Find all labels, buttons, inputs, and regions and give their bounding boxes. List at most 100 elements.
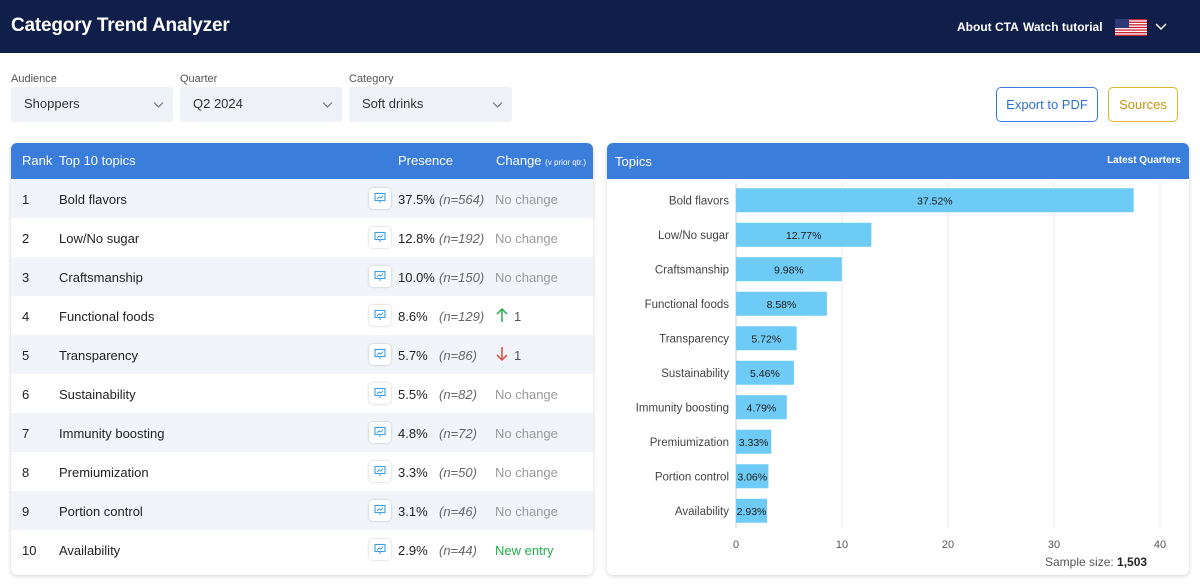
bar[interactable] [736, 360, 794, 385]
rank-cell: 7 [22, 426, 30, 441]
trend-chart-button[interactable] [369, 344, 391, 365]
trend-chart-button[interactable] [369, 539, 391, 560]
rank-cell: 8 [22, 465, 30, 480]
bar[interactable] [736, 326, 797, 351]
topic-cell: Bold flavors [59, 192, 127, 207]
bar[interactable] [736, 395, 787, 420]
bar-value-label: 2.93% [737, 506, 767, 518]
bar-value-label: 3.33% [739, 437, 769, 449]
trend-chart-button[interactable] [369, 383, 391, 404]
chevron-down-icon[interactable] [1154, 19, 1168, 33]
main-content: Audience Shoppers Quarter Q2 2024 Catego… [0, 53, 1200, 585]
trend-chart-button[interactable] [369, 188, 391, 209]
x-tick-label: 40 [1154, 539, 1166, 551]
presentation-chart-icon [374, 309, 386, 320]
category-label: Functional foods [645, 299, 730, 311]
topic-cell: Transparency [59, 348, 138, 363]
topic-cell: Low/No sugar [59, 231, 140, 246]
presence-count: (n=46) [439, 504, 477, 519]
presentation-chart-icon [374, 231, 386, 242]
presence-percent: 4.8% [398, 426, 428, 441]
bar[interactable] [736, 291, 827, 316]
table-row: 8 Premiumization 3.3% (n=50) No change [11, 452, 593, 491]
topic-cell: Immunity boosting [59, 426, 165, 441]
top-bar: Category Trend Analyzer About CTA Watch … [0, 0, 1200, 53]
table-row: 6 Sustainability 5.5% (n=82) No change [11, 374, 593, 413]
bar-value-label: 4.79% [746, 402, 776, 414]
x-tick-label: 30 [1048, 539, 1060, 551]
bar-value-label: 8.58% [767, 299, 797, 311]
bar[interactable] [736, 222, 872, 247]
x-tick-label: 20 [942, 539, 954, 551]
us-flag-icon[interactable] [1115, 19, 1147, 36]
presence-header: Presence [398, 153, 453, 168]
presence-percent: 12.8% [398, 231, 435, 246]
change-value: No change [495, 192, 558, 207]
topic-cell: Availability [59, 543, 121, 558]
category-label: Premiumization [650, 437, 729, 449]
table-row: 1 Bold flavors 37.5% (n=564) No change [11, 179, 593, 218]
quarter-select[interactable]: Q2 2024 [180, 87, 342, 122]
watch-tutorial-link[interactable]: Watch tutorial [1023, 20, 1103, 34]
category-select[interactable]: Soft drinks [349, 87, 512, 122]
chart-panel-title: Topics [615, 154, 652, 169]
rank-cell: 1 [22, 192, 30, 207]
audience-value: Shoppers [24, 96, 80, 111]
export-pdf-button[interactable]: Export to PDF [996, 87, 1098, 122]
presence-count: (n=82) [439, 387, 477, 402]
bar-value-label: 37.52% [917, 195, 953, 207]
table-row: 7 Immunity boosting 4.8% (n=72) No change [11, 413, 593, 452]
table-row: 4 Functional foods 8.6% (n=129) 1 [11, 296, 593, 335]
presence-percent: 8.6% [398, 309, 428, 324]
trend-chart-button[interactable] [369, 461, 391, 482]
presentation-chart-icon [374, 192, 386, 203]
trend-chart-button[interactable] [369, 422, 391, 443]
audience-select[interactable]: Shoppers [11, 87, 173, 122]
rank-cell: 2 [22, 231, 30, 246]
change-value: 1 [514, 309, 522, 324]
topic-cell: Sustainability [59, 387, 136, 402]
bar-value-label: 9.98% [774, 264, 804, 276]
presence-count: (n=150) [439, 270, 485, 285]
category-value: Soft drinks [362, 96, 424, 111]
topic-cell: Premiumization [59, 465, 149, 480]
arrow-up-icon [496, 307, 508, 322]
topics-bar-chart: 0 10 20 30 40 Bold flavors 37.52% Low/No sugar 1… [636, 183, 1166, 551]
bar[interactable] [736, 498, 768, 523]
about-link[interactable]: About CTA [957, 20, 1019, 34]
bar-value-label: 5.72% [751, 333, 781, 345]
presentation-chart-icon [374, 504, 386, 515]
category-label: Craftsmanship [655, 264, 729, 276]
chart-header: Topics Latest Quarters [607, 143, 1189, 179]
x-tick-label: 10 [836, 539, 848, 551]
change-value: 1 [514, 348, 522, 363]
chevron-down-icon [153, 102, 164, 108]
rank-header: Rank [22, 153, 53, 168]
sources-button[interactable]: Sources [1108, 87, 1178, 122]
bar[interactable] [736, 464, 769, 489]
quarter-label: Quarter [180, 73, 218, 85]
category-label: Low/No sugar [658, 230, 729, 242]
latest-quarters-label[interactable]: Latest Quarters [1107, 155, 1181, 166]
trend-chart-button[interactable] [369, 266, 391, 287]
presentation-chart-icon [374, 270, 386, 281]
trend-chart-button[interactable] [369, 227, 391, 248]
presence-count: (n=86) [439, 348, 477, 363]
topics-chart-panel: Topics Latest Quarters 0 10 20 30 40 Bold fla… [607, 143, 1189, 575]
bar[interactable] [736, 257, 842, 282]
presence-percent: 2.9% [398, 543, 428, 558]
category-label: Sustainability [661, 368, 729, 380]
presence-count: (n=129) [439, 309, 485, 324]
change-header: Change (v prior qtr.) [496, 153, 586, 168]
presentation-chart-icon [374, 426, 386, 437]
trend-chart-button[interactable] [369, 305, 391, 326]
table-row: 10 Availability 2.9% (n=44) New entry [11, 530, 593, 569]
bar[interactable] [736, 429, 772, 454]
presence-percent: 5.7% [398, 348, 428, 363]
change-value: No change [495, 426, 558, 441]
bar[interactable] [736, 188, 1134, 213]
trend-chart-button[interactable] [369, 500, 391, 521]
change-value: No change [495, 231, 558, 246]
arrow-down-icon [496, 347, 508, 362]
presentation-chart-icon [374, 387, 386, 398]
